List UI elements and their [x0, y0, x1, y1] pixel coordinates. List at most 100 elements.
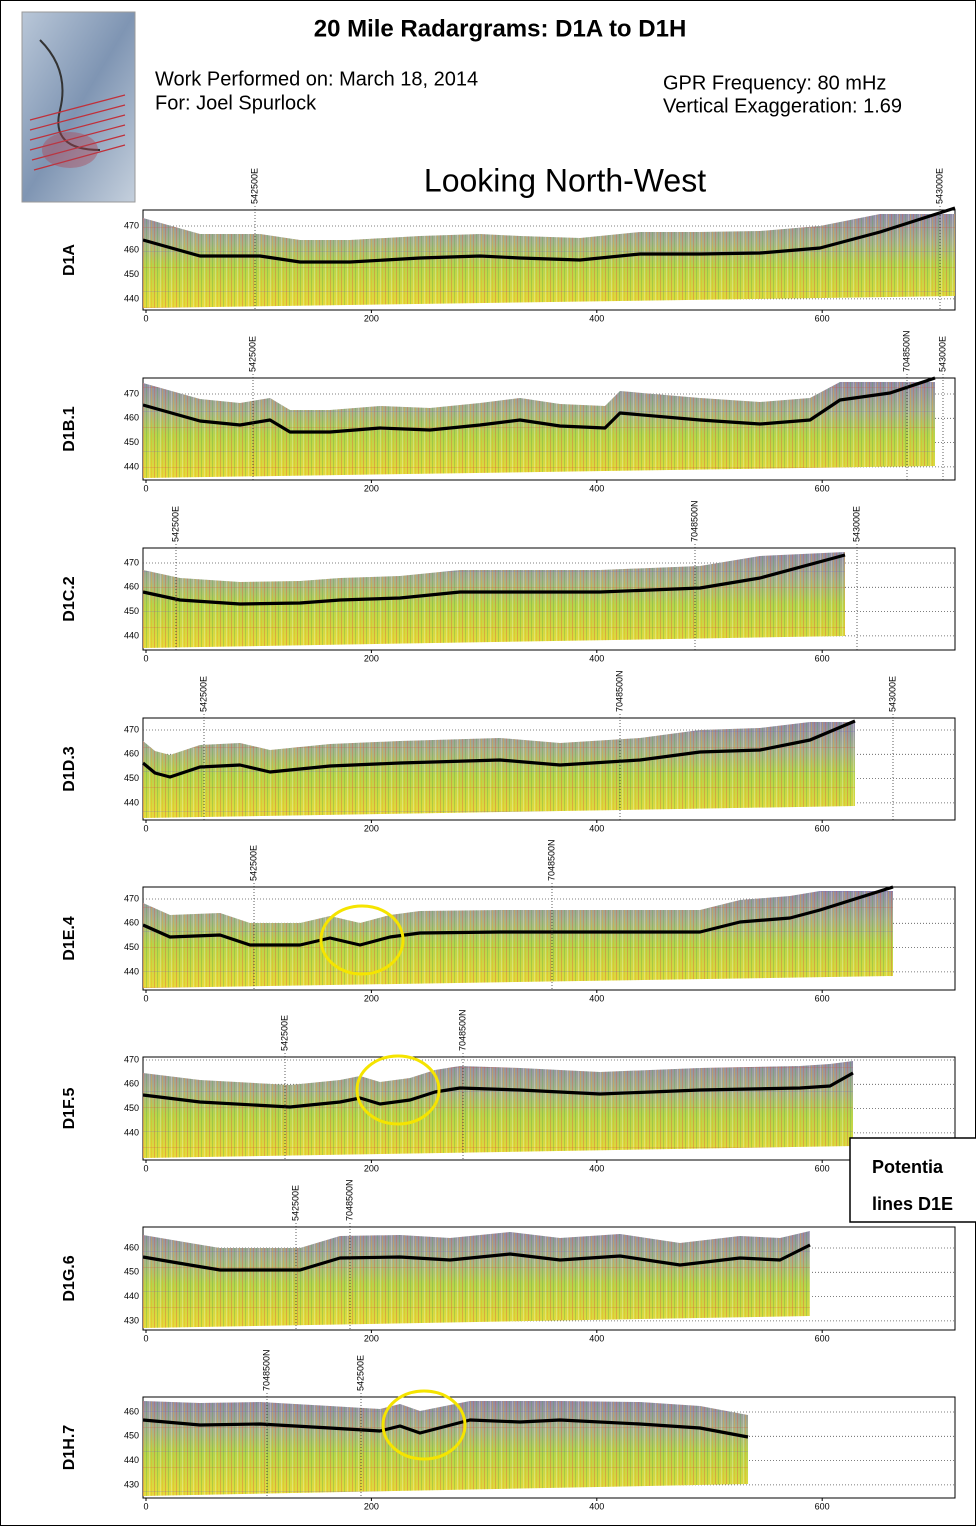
marker-label: 542500E	[170, 506, 180, 542]
marker-label: 542500E	[290, 1185, 300, 1221]
panel-label: D1F.5	[61, 1088, 78, 1130]
y-tick-label: 450	[124, 773, 139, 783]
y-tick-label: 440	[124, 1455, 139, 1465]
title: 20 Mile Radargrams: D1A to D1H	[314, 15, 687, 42]
panel-label: D1B.1	[61, 406, 78, 451]
marker-label: 542500E	[355, 1355, 365, 1391]
marker-label: 543000E	[934, 168, 944, 204]
horizon-line	[142, 1071, 854, 1109]
marker-label: 542500E	[247, 336, 257, 372]
panels: 470 460 450 440 0 200 400 600 542500E 543000E D1A 4…	[61, 168, 956, 1511]
marker-label: 7048500N	[546, 839, 556, 881]
x-tick-label: 400	[589, 1333, 604, 1343]
x-tick-label: 200	[364, 1163, 379, 1173]
y-tick-label: 450	[124, 942, 139, 952]
highlight-circle	[381, 1389, 467, 1461]
panel-label: D1C.2	[61, 576, 78, 621]
highlight-circle	[355, 1054, 441, 1126]
x-tick-label: 0	[143, 1163, 148, 1173]
x-tick-label: 600	[815, 483, 830, 493]
marker-label: 542500E	[248, 845, 258, 881]
y-tick-label: 470	[124, 893, 139, 903]
x-tick-label: 400	[589, 653, 604, 663]
radargram-texture	[143, 722, 855, 818]
panel-label: D1G.6	[61, 1255, 78, 1301]
panel-label: D1D.3	[61, 746, 78, 791]
marker-label: 542500E	[279, 1015, 289, 1051]
x-tick-label: 200	[364, 1333, 379, 1343]
view-direction: Looking North-West	[424, 162, 706, 198]
x-tick-label: 200	[364, 993, 379, 1003]
x-tick-label: 600	[815, 993, 830, 1003]
y-tick-label: 450	[124, 1103, 139, 1113]
y-tick-label: 430	[124, 1315, 139, 1325]
callout-line: Potentia	[872, 1157, 944, 1177]
y-tick-label: 470	[124, 724, 139, 734]
x-tick-label: 600	[815, 823, 830, 833]
x-tick-label: 200	[364, 483, 379, 493]
marker-label: 542500E	[249, 168, 259, 204]
horizon-line	[142, 1243, 811, 1272]
x-tick-label: 400	[589, 1501, 604, 1511]
panel-label: D1A	[61, 244, 78, 276]
work-date: Work Performed on: March 18, 2014	[155, 68, 478, 90]
highlight-circle	[319, 904, 405, 976]
callout: Potentia lines D1E	[849, 1137, 976, 1223]
x-tick-label: 600	[815, 1333, 830, 1343]
radargram-texture	[143, 1061, 853, 1158]
y-tick-label: 460	[124, 413, 139, 423]
radargram-texture	[143, 1231, 810, 1328]
x-tick-label: 0	[143, 823, 148, 833]
panel-label: D1E.4	[61, 916, 78, 961]
x-tick-label: 400	[589, 823, 604, 833]
x-tick-label: 400	[589, 993, 604, 1003]
thumbnail-map	[21, 11, 136, 203]
horizon-line	[142, 1418, 749, 1439]
marker-label: 7048500N	[457, 1009, 467, 1051]
marker-label: 7048500N	[344, 1179, 354, 1221]
y-tick-label: 440	[124, 1291, 139, 1301]
exaggeration: Vertical Exaggeration: 1.69	[663, 95, 902, 117]
marker-label: 7048500N	[261, 1349, 271, 1391]
y-tick-label: 450	[124, 1431, 139, 1441]
frequency: GPR Frequency: 80 mHz	[663, 72, 886, 94]
x-tick-label: 0	[143, 1501, 148, 1511]
x-tick-label: 400	[589, 313, 604, 323]
horizon-line	[142, 553, 846, 606]
x-tick-label: 0	[143, 483, 148, 493]
y-tick-label: 430	[124, 1479, 139, 1489]
x-tick-label: 200	[364, 313, 379, 323]
x-tick-label: 600	[815, 313, 830, 323]
y-tick-label: 470	[124, 557, 139, 567]
y-tick-label: 440	[124, 461, 139, 471]
horizon-line	[141, 719, 856, 779]
marker-label: 7048500N	[689, 500, 699, 542]
x-tick-label: 600	[815, 653, 830, 663]
radargram-panel: 470 460 450 440 0 200 400 600 542500E 7048500N 543…	[61, 670, 956, 833]
radargram-panel: 460 450 440 430 0 200 400 600 542500E 7048500N D1G…	[61, 1179, 956, 1343]
x-tick-label: 400	[589, 1163, 604, 1173]
y-tick-label: 450	[124, 437, 139, 447]
y-tick-label: 440	[124, 1127, 139, 1137]
radargram-texture	[143, 1401, 748, 1496]
x-tick-label: 0	[143, 1333, 148, 1343]
y-tick-label: 460	[124, 749, 139, 759]
x-tick-label: 200	[364, 653, 379, 663]
horizon-line	[142, 376, 936, 434]
y-tick-label: 440	[124, 293, 139, 303]
marker-label: 543000E	[887, 676, 897, 712]
y-tick-label: 440	[124, 630, 139, 640]
radargram-panel: 470 460 450 440 0 200 400 600 542500E 543000E D1A	[61, 168, 956, 323]
x-tick-label: 0	[143, 313, 148, 323]
marker-label: 7048500N	[614, 670, 624, 712]
radargram-texture	[143, 214, 955, 308]
marker-label: 7048500N	[901, 330, 911, 372]
radargram-panel: 470 460 450 440 0 200 400 600 542500E 7048500N 543…	[61, 500, 956, 663]
x-tick-label: 0	[143, 993, 148, 1003]
radargram-panel: 460 450 440 430 0 200 400 600 7048500N 542500E D1H…	[61, 1349, 956, 1511]
y-tick-label: 450	[124, 1267, 139, 1277]
y-tick-label: 470	[124, 388, 139, 398]
radargram-panel: 470 460 450 440 0 200 400 600 542500E 7048500N D1F…	[61, 1009, 956, 1173]
x-tick-label: 200	[364, 1501, 379, 1511]
